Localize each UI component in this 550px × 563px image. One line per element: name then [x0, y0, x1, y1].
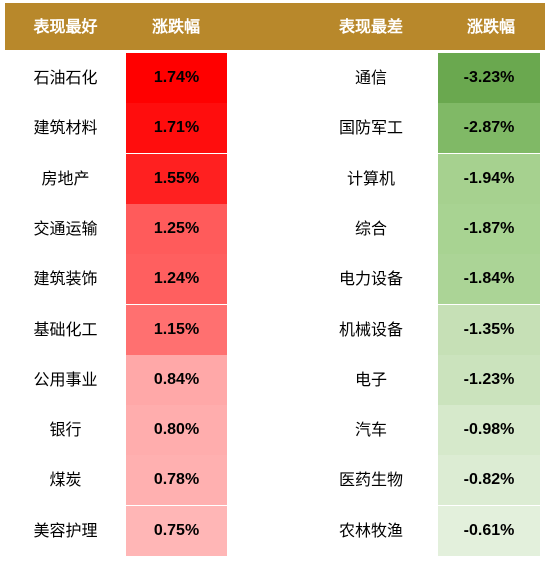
- worst-sector-change: -1.94%: [438, 153, 540, 204]
- table-row: 美容护理 0.75% 农林牧渔 -0.61%: [0, 505, 550, 556]
- table-row: 基础化工 1.15% 机械设备 -1.35%: [0, 304, 550, 355]
- worst-sector-name: 通信: [354, 68, 387, 87]
- best-sector-change: 1.25%: [126, 203, 227, 254]
- table-row: 建筑材料 1.71% 国防军工 -2.87%: [0, 103, 550, 154]
- best-sector-name: 石油石化: [33, 68, 98, 87]
- best-sector-name: 美容护理: [33, 520, 98, 540]
- best-header-label: 表现最好: [33, 17, 98, 36]
- best-sector-change: 1.24%: [126, 254, 227, 305]
- table-row: 交通运输 1.25% 综合 -1.87%: [0, 203, 550, 254]
- best-sector-name: 公用事业: [33, 369, 98, 389]
- worst-sector-change: -0.98%: [438, 405, 540, 456]
- best-sector-change: 0.78%: [126, 455, 227, 506]
- worst-sector-change: -1.35%: [438, 304, 540, 355]
- table-header: 表现最好 涨跌幅 表现最差 涨跌幅: [5, 3, 545, 50]
- worst-sector-change: -1.87%: [438, 203, 540, 254]
- table-row: 石油石化 1.74% 通信 -3.23%: [0, 53, 550, 103]
- best-change-header-label: 涨跌幅: [151, 17, 200, 36]
- worst-header-label: 表现最差: [338, 17, 403, 36]
- worst-sector-name: 汽车: [354, 420, 387, 440]
- worst-sector-name: 国防军工: [338, 118, 403, 138]
- worst-sector-change: -0.61%: [438, 505, 540, 556]
- worst-sector-name: 医药生物: [338, 470, 403, 490]
- worst-change-header-label: 涨跌幅: [466, 17, 515, 36]
- table-row: 建筑装饰 1.24% 电力设备 -1.84%: [0, 254, 550, 305]
- worst-sector-change: -3.23%: [438, 53, 540, 103]
- best-sector-change: 0.75%: [126, 505, 227, 556]
- best-sector-name: 交通运输: [33, 218, 98, 238]
- worst-sector-change: -2.87%: [438, 103, 540, 154]
- worst-sector-change: -1.84%: [438, 254, 540, 305]
- table-row: 银行 0.80% 汽车 -0.98%: [0, 405, 550, 456]
- worst-sector-name: 电力设备: [338, 269, 403, 289]
- worst-sector-change: -1.23%: [438, 354, 540, 405]
- worst-sector-name: 综合: [354, 218, 387, 238]
- worst-sector-name: 机械设备: [338, 319, 403, 339]
- worst-sector-name: 农林牧渔: [338, 520, 403, 540]
- best-sector-name: 煤炭: [49, 470, 82, 490]
- best-sector-name: 房地产: [41, 168, 90, 188]
- best-sector-change: 1.74%: [126, 53, 227, 103]
- best-sector-name: 建筑装饰: [33, 269, 98, 289]
- best-sector-name: 基础化工: [33, 319, 98, 339]
- best-sector-change: 1.15%: [126, 304, 227, 355]
- table-row: 公用事业 0.84% 电子 -1.23%: [0, 354, 550, 405]
- best-sector-change: 0.80%: [126, 405, 227, 456]
- best-sector-name: 银行: [49, 420, 82, 440]
- best-sector-change: 1.55%: [126, 153, 227, 204]
- worst-sector-name: 电子: [354, 369, 387, 389]
- worst-sector-change: -0.82%: [438, 455, 540, 506]
- worst-sector-name: 计算机: [346, 168, 395, 188]
- table-row: 煤炭 0.78% 医药生物 -0.82%: [0, 455, 550, 506]
- best-sector-change: 0.84%: [126, 354, 227, 405]
- best-sector-change: 1.71%: [126, 103, 227, 154]
- best-sector-name: 建筑材料: [33, 118, 98, 138]
- table-row: 房地产 1.55% 计算机 -1.94%: [0, 153, 550, 204]
